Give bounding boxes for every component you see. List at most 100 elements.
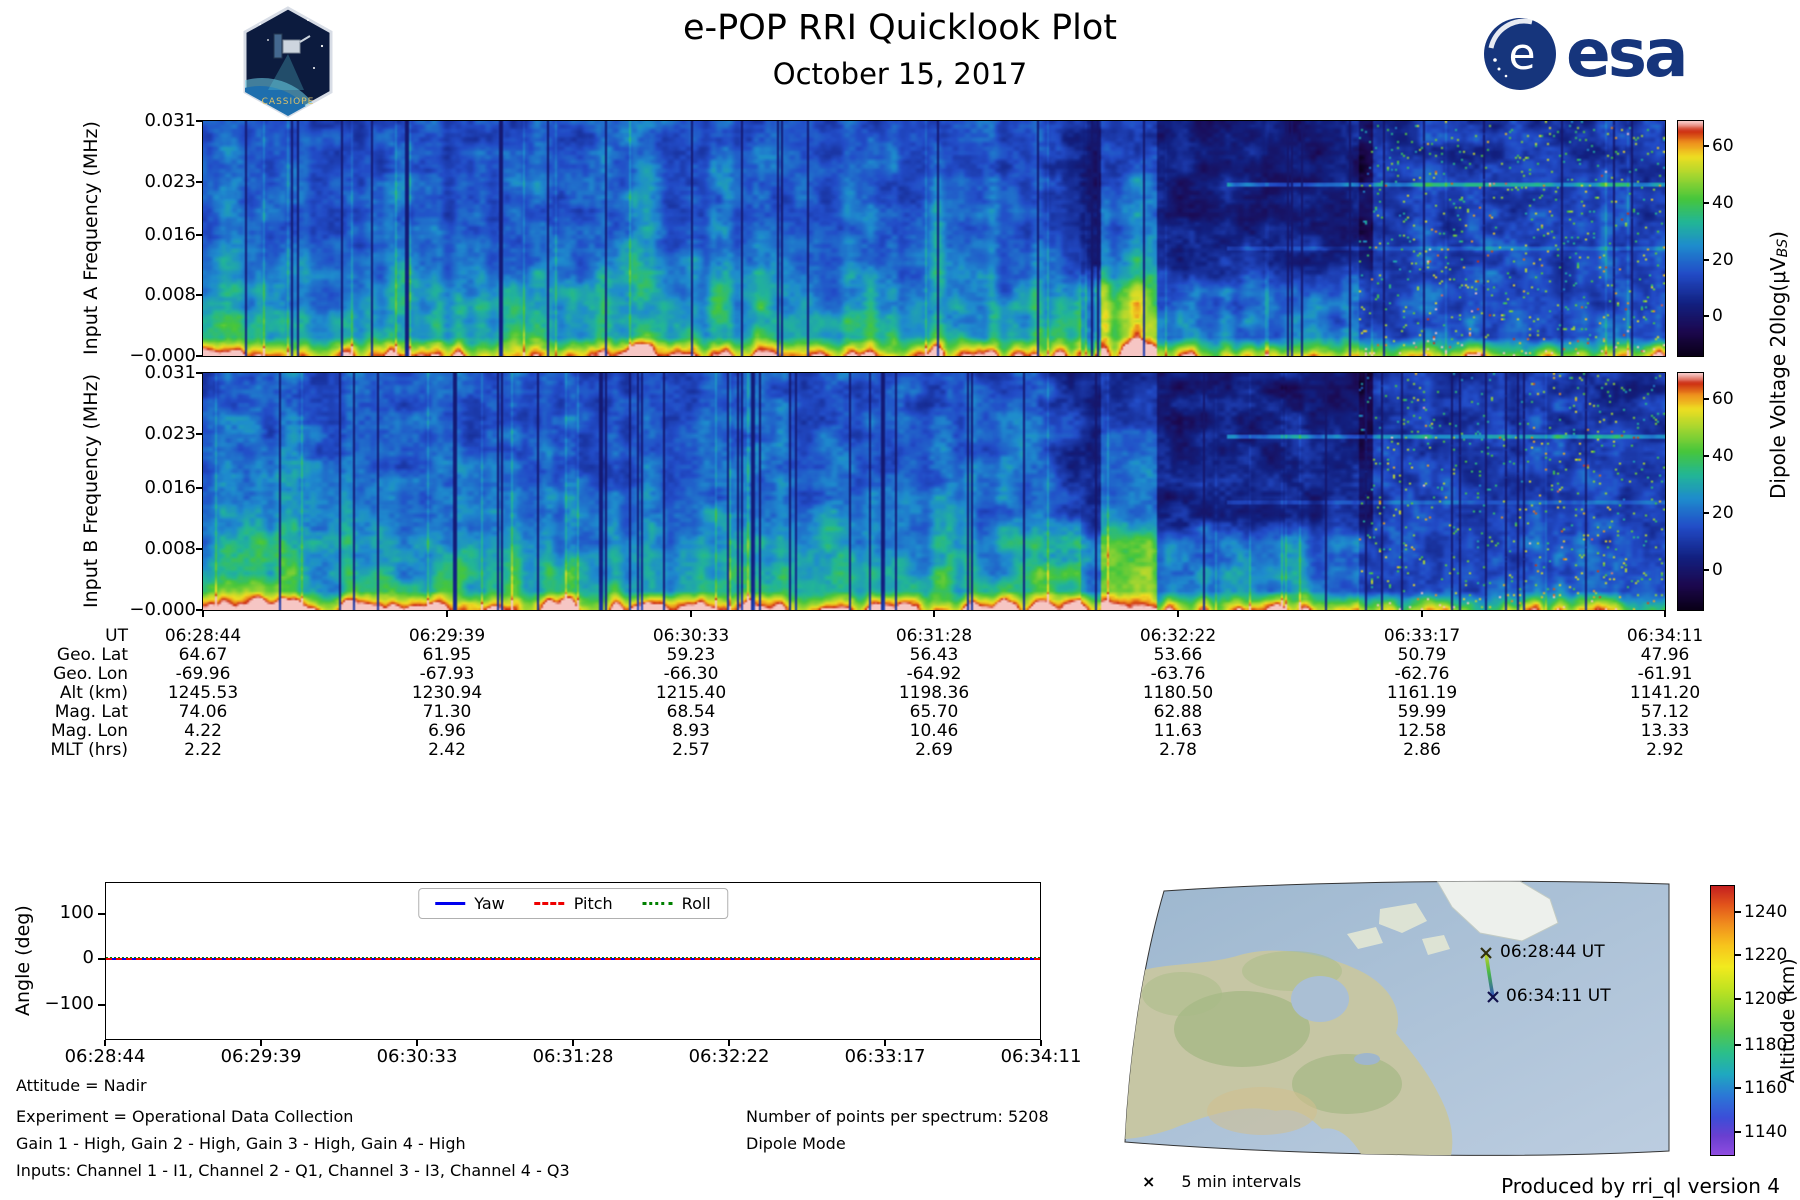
tick-mark: [1735, 1043, 1741, 1046]
patch-art: [245, 19, 326, 116]
tick-mark: [1421, 611, 1423, 617]
angle-xtick-label: 06:32:22: [688, 1046, 770, 1067]
altitude-tick-label: 1140: [1744, 1121, 1788, 1142]
ephemeris-value: 2.92: [1646, 740, 1684, 760]
tick-mark: [1664, 611, 1666, 617]
tick-mark: [196, 180, 203, 183]
ephemeris-row-label: Geo. Lat: [56, 645, 128, 665]
intervals-legend-label: 5 min intervals: [1181, 1172, 1302, 1191]
ephemeris-value: 8.93: [672, 721, 710, 741]
esa-emblem-icon: e: [1484, 18, 1556, 90]
ephemeris-value: 57.12: [1640, 702, 1690, 722]
gains-info: Gain 1 - High, Gain 2 - High, Gain 3 - H…: [16, 1134, 466, 1153]
experiment-info: Experiment = Operational Data Collection: [16, 1107, 354, 1126]
tick-mark: [728, 1040, 730, 1046]
ephemeris-row-label: Mag. Lon: [50, 721, 128, 741]
input-b-spectrogram: [202, 372, 1666, 611]
altitude-colorbar: [1710, 885, 1735, 1156]
input-a-spectrogram: [202, 120, 1666, 357]
angle-xtick-label: 06:31:28: [532, 1046, 614, 1067]
angle-xtick-label: 06:33:17: [844, 1046, 926, 1067]
credit-text: Produced by rri_ql version 4: [1501, 1174, 1780, 1198]
ground-track-line: [1484, 952, 1495, 998]
ephemeris-value: 4.22: [184, 721, 222, 741]
freq-tick-label: 0.016: [144, 223, 196, 245]
esa-wordmark: esa: [1566, 15, 1689, 92]
angle-ytick-label: 100: [59, 901, 94, 923]
tick-mark: [1703, 397, 1709, 400]
tick-mark: [933, 611, 935, 617]
colorbar-tick-label: 60: [1712, 388, 1734, 409]
angle-ytick-label: 0: [82, 947, 94, 969]
ephemeris-row-label: UT: [105, 626, 128, 646]
freq-tick-label: 0.031: [144, 362, 196, 383]
ephemeris-row-label: Alt (km): [59, 683, 128, 703]
freq-tick-label: 0.016: [144, 476, 196, 498]
ephemeris-value: 1245.53: [167, 683, 239, 703]
attitude-info: Attitude = Nadir: [16, 1076, 147, 1095]
freq-tick-label: 0.008: [144, 284, 196, 306]
colorbar-tick-label: 40: [1712, 193, 1734, 213]
legend-roll-label: Roll: [681, 894, 711, 913]
angle-legend: Yaw Pitch Roll: [418, 888, 728, 919]
freq-tick-label: 0.023: [144, 423, 196, 445]
angle-xtick-label: 06:29:39: [220, 1046, 302, 1067]
ground-track-map: [1124, 880, 1670, 1156]
tick-mark: [416, 1040, 418, 1046]
ephemeris-value: 2.57: [672, 740, 710, 760]
tick-mark: [1703, 568, 1709, 571]
tick-mark: [572, 1040, 574, 1046]
input-a-colorbar: [1677, 120, 1704, 357]
freq-tick-label: 0.031: [144, 110, 196, 131]
tick-mark: [196, 233, 203, 236]
tick-mark: [196, 372, 203, 374]
x-marker-icon: ×: [1142, 1172, 1156, 1191]
freq-tick-label: 0.023: [144, 170, 196, 192]
track-end-label: 06:34:11 UT: [1506, 986, 1611, 1006]
altitude-colorbar-label: Altitude (km): [1777, 958, 1799, 1083]
figure-title: e-POP RRI Quicklook Plot: [682, 8, 1117, 48]
tick-mark: [1703, 258, 1709, 261]
ephemeris-value: 74.06: [178, 702, 228, 722]
ephemeris-value: -63.76: [1150, 664, 1206, 684]
angle-ytick-label: −100: [44, 993, 94, 1015]
ephemeris-row-label: Geo. Lon: [53, 664, 128, 684]
tick-mark: [98, 912, 105, 915]
legend-pitch-label: Pitch: [573, 894, 613, 913]
tick-mark: [1735, 997, 1741, 1000]
ephemeris-value: 10.46: [909, 721, 959, 741]
ephemeris-value: 56.43: [909, 645, 959, 665]
ephemeris-value: -61.91: [1637, 664, 1693, 684]
tick-mark: [1703, 454, 1709, 457]
ephemeris-value: 59.23: [666, 645, 716, 665]
ephemeris-value: 6.96: [428, 721, 466, 741]
roll-line-sample: [642, 902, 673, 905]
freq-tick-label: 0.008: [144, 537, 196, 559]
track-start-x-icon: [1480, 947, 1492, 959]
tick-mark: [1703, 315, 1709, 318]
input-a-axis-label: Input A Frequency (MHz): [80, 121, 102, 356]
colorbar-tick-label: 20: [1712, 249, 1734, 270]
ephemeris-value: 1141.20: [1629, 683, 1701, 703]
altitude-tick-label: 1160: [1744, 1078, 1788, 1099]
colorbar-tick-label: 0: [1712, 306, 1723, 327]
ephemeris-value: 11.63: [1153, 721, 1203, 741]
ephemeris-value: 1198.36: [898, 683, 970, 703]
altitude-tick-label: 1240: [1744, 902, 1788, 923]
ephemeris-value: 50.79: [1397, 645, 1447, 665]
ephemeris-value: 1215.40: [655, 683, 727, 703]
greenland-landmass: [1436, 881, 1559, 942]
ephemeris-value: 71.30: [422, 702, 472, 722]
dipole-mode-info: Dipole Mode: [746, 1134, 846, 1153]
tick-mark: [98, 1004, 105, 1007]
tick-mark: [690, 611, 692, 617]
altitude-tick-label: 1180: [1744, 1034, 1788, 1055]
points-per-spectrum-info: Number of points per spectrum: 5208: [746, 1107, 1049, 1126]
ephemeris-value: 12.58: [1397, 721, 1447, 741]
input-b-axis-label: Input B Frequency (MHz): [80, 374, 102, 609]
ephemeris-value: 06:32:22: [1139, 626, 1217, 646]
angle-xtick-label: 06:30:33: [376, 1046, 458, 1067]
intervals-legend: × 5 min intervals: [1142, 1172, 1301, 1191]
ephemeris-value: 65.70: [909, 702, 959, 722]
